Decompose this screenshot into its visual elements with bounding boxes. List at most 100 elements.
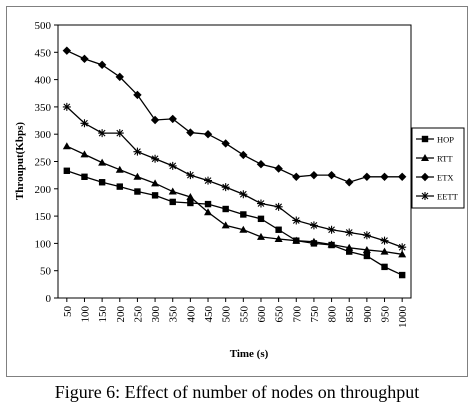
- data-point-hop: [169, 198, 176, 206]
- data-point-rtt: [151, 179, 160, 187]
- series-group: [62, 46, 407, 279]
- data-point-etx: [80, 54, 89, 64]
- x-tick-label: 1000: [397, 306, 409, 329]
- x-tick-label: 800: [327, 306, 339, 323]
- data-point-eett: [151, 154, 160, 163]
- data-point-etx: [362, 172, 372, 181]
- data-point-eett: [292, 216, 301, 225]
- x-tick-label: 50: [62, 306, 74, 318]
- legend-label-hop: HOP: [437, 135, 454, 145]
- legend-label-etx: ETX: [437, 173, 454, 183]
- data-point-hop: [222, 205, 229, 213]
- data-point-eett: [256, 199, 265, 208]
- data-point-hop: [204, 200, 212, 208]
- data-point-eett: [274, 202, 283, 211]
- legend-marker-etx: [420, 172, 430, 182]
- data-point-eett: [327, 225, 336, 234]
- legend: HOP RTT ETX EETT: [411, 127, 465, 209]
- data-point-rtt: [186, 192, 195, 200]
- data-point-hop: [63, 167, 71, 174]
- data-point-etx: [239, 150, 248, 160]
- data-point-rtt: [327, 240, 336, 248]
- x-tick-label: 100: [79, 306, 91, 323]
- data-point-hop: [240, 211, 247, 218]
- data-point-rtt: [133, 172, 142, 180]
- x-axis-ticks: 50 100 150 200 250 300 350 400 450 500 550 600 650 70…: [62, 298, 409, 328]
- data-point-eett: [168, 161, 177, 170]
- x-tick-label: 250: [132, 306, 144, 323]
- data-point-eett: [239, 190, 248, 199]
- data-point-eett: [398, 243, 407, 252]
- legend-entry-rtt: RTT: [416, 154, 453, 164]
- y-axis-ticks: 0 50 100 150 200 250 300 350 400 450 500: [35, 20, 58, 305]
- data-point-etx: [150, 115, 160, 125]
- y-tick-label: 100: [35, 238, 52, 250]
- y-tick-label: 250: [35, 157, 52, 169]
- x-tick-label: 450: [203, 306, 215, 323]
- data-point-hop: [398, 271, 406, 279]
- data-point-etx: [168, 114, 177, 124]
- x-tick-label: 650: [274, 306, 286, 323]
- data-point-rtt: [274, 235, 283, 243]
- series-rtt: [62, 142, 407, 258]
- series-etx: [62, 46, 407, 187]
- x-tick-label: 950: [380, 306, 392, 323]
- data-point-rtt: [80, 150, 89, 158]
- legend-label-eett: EETT: [437, 192, 459, 202]
- data-point-etx: [345, 178, 354, 187]
- x-tick-label: 500: [221, 306, 233, 323]
- y-tick-label: 400: [35, 75, 52, 87]
- data-point-rtt: [345, 243, 354, 251]
- x-tick-label: 750: [309, 306, 321, 323]
- data-point-hop: [98, 179, 106, 186]
- data-point-etx: [256, 160, 266, 169]
- x-tick-label: 400: [185, 306, 197, 323]
- legend-box: [411, 127, 465, 209]
- series-eett: [62, 102, 407, 252]
- data-point-hop: [81, 173, 88, 180]
- data-point-etx: [97, 60, 107, 70]
- data-point-rtt: [309, 237, 318, 245]
- y-tick-label: 50: [40, 266, 52, 278]
- x-tick-label: 550: [238, 306, 250, 323]
- x-tick-label: 600: [256, 306, 268, 323]
- data-point-rtt: [292, 236, 301, 244]
- data-point-rtt: [380, 247, 389, 255]
- data-point-rtt: [115, 165, 124, 173]
- data-point-rtt: [398, 250, 407, 258]
- legend-entry-hop: HOP: [416, 135, 454, 145]
- data-point-hop: [134, 188, 141, 195]
- throughput-line-chart: 0 50 100 150 200 250 300 350 400 450 500 50 100 150 2…: [14, 20, 465, 360]
- y-axis-label: Throuput(Kbps): [14, 122, 26, 200]
- data-point-hop: [116, 183, 123, 190]
- data-point-rtt: [239, 225, 248, 233]
- data-point-etx: [186, 128, 195, 137]
- data-point-etx: [274, 164, 283, 173]
- data-point-etx: [133, 90, 142, 100]
- data-point-eett: [62, 102, 71, 111]
- legend-entry-eett: EETT: [416, 192, 459, 202]
- y-tick-label: 0: [46, 293, 52, 305]
- x-tick-label: 300: [150, 306, 162, 323]
- data-point-eett: [204, 176, 213, 185]
- data-point-etx: [221, 139, 230, 148]
- data-point-hop: [151, 192, 159, 199]
- y-tick-label: 200: [35, 184, 52, 196]
- data-point-rtt: [204, 208, 213, 216]
- data-point-etx: [327, 170, 336, 180]
- data-point-hop: [187, 199, 194, 207]
- data-point-eett: [362, 231, 371, 240]
- data-point-rtt: [168, 187, 177, 195]
- data-point-rtt: [98, 158, 107, 166]
- data-point-eett: [115, 129, 124, 138]
- data-point-rtt: [362, 245, 371, 253]
- x-axis-label: Time (s): [230, 348, 269, 360]
- legend-marker-rtt: [421, 154, 429, 161]
- x-tick-label: 150: [97, 306, 109, 323]
- y-tick-label: 450: [35, 47, 52, 59]
- y-tick-label: 300: [35, 129, 52, 141]
- figure-caption: Figure 6: Effect of number of nodes on t…: [54, 382, 420, 402]
- data-point-eett: [309, 221, 318, 230]
- data-point-etx: [203, 130, 213, 139]
- chart-frame: 0 50 100 150 200 250 300 350 400 450 500 50 100 150 2…: [6, 6, 468, 377]
